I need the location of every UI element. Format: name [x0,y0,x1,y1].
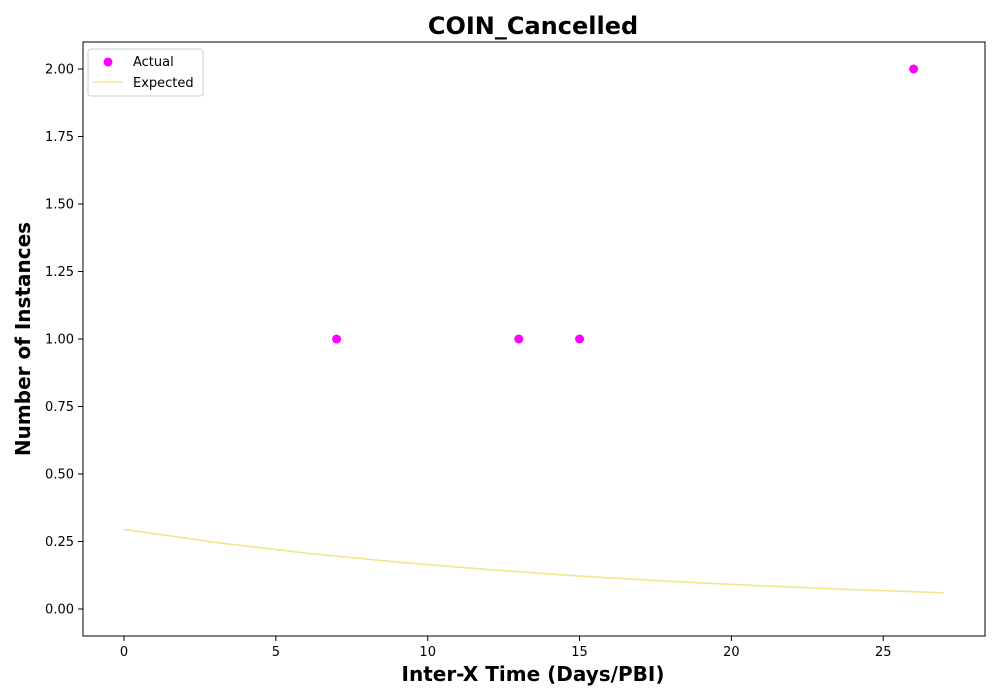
x-tick-label: 20 [723,645,740,660]
y-tick-label: 2.00 [45,63,74,78]
actual-point [909,64,919,74]
plot-area [82,41,986,637]
legend-actual-label: Actual [133,55,174,70]
legend-box [87,48,204,97]
y-tick-label: 0.25 [45,535,74,550]
actual-point [332,334,342,344]
actual-point [575,334,585,344]
x-axis: 0 5 10 15 20 25 [120,636,892,660]
y-axis: 0.00 0.25 0.50 0.75 1.00 1.25 1.50 1.75 2.00 [45,63,83,618]
y-tick-label: 0.75 [45,400,74,415]
expected-line [123,528,945,594]
chart-title: COIN_Cancelled [428,12,638,40]
legend: Actual Expected [87,48,204,97]
y-tick-label: 1.75 [45,130,74,145]
legend-expected-label: Expected [133,76,194,91]
x-tick-label: 0 [120,645,128,660]
y-tick-label: 0.00 [45,603,74,618]
y-tick-label: 1.50 [45,198,74,213]
legend-actual-marker [103,57,113,67]
x-axis-label: Inter-X Time (Days/PBI) [402,662,665,686]
y-axis-label: Number of Instances [11,222,35,456]
x-tick-label: 25 [875,645,892,660]
series-layer [123,64,945,594]
x-tick-label: 5 [272,645,280,660]
x-tick-label: 15 [571,645,588,660]
x-tick-label: 10 [419,645,436,660]
y-tick-label: 1.00 [45,333,74,348]
y-tick-label: 0.50 [45,468,74,483]
y-tick-label: 1.25 [45,265,74,280]
actual-point [514,334,524,344]
